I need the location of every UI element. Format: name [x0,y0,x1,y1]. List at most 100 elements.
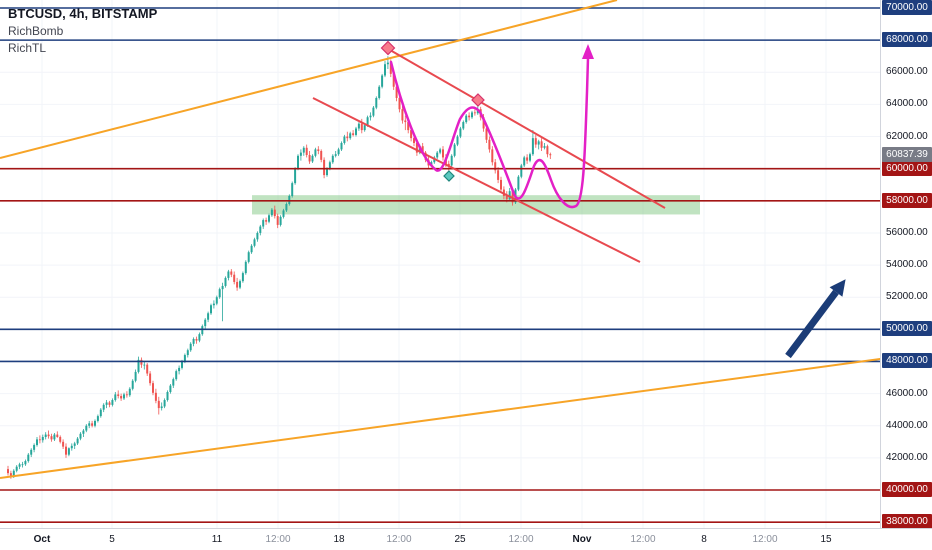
candle-body [82,430,85,434]
candle-body [326,168,328,176]
wedge-top-red[interactable] [389,49,666,209]
indicator-richbomb[interactable]: RichBomb [8,24,64,39]
candle-body [378,86,381,98]
candle-body [282,210,285,217]
candle-body [117,394,120,397]
price-level-label-48000.00[interactable]: 48000.00 [882,353,932,369]
candle-body [105,402,108,405]
candle-body [131,380,134,389]
candle-body [128,388,131,396]
candle-body [517,176,520,190]
candle-body [317,149,320,151]
candle-body [288,195,291,205]
candle-body [346,136,349,139]
candle-body [15,466,18,471]
candle-body [450,155,453,166]
symbol-title[interactable]: BTCUSD, 4h, BITSTAMP [8,6,158,21]
candle-body [500,179,502,190]
price-tick-label: 54000.00 [886,259,928,271]
candle-body [221,285,224,290]
candle-body [183,355,186,362]
candle-body [30,449,33,455]
candle-body [415,142,418,153]
candle-body [436,152,439,158]
time-tick-label-25: 25 [454,534,466,545]
price-axis[interactable]: 66000.00 64000.00 62000.00 56000.00 54000.00… [880,0,932,530]
candle-body [166,392,169,401]
candle-body [123,394,125,399]
candle-body [291,183,294,196]
candle-body [407,122,410,131]
channel-top-orange[interactable] [0,0,618,159]
price-level-label-40000.00[interactable]: 40000.00 [882,482,932,497]
last-price-label[interactable]: 60837.39 [882,147,932,163]
candle-body [543,146,546,148]
price-tick-label: 66000.00 [886,66,928,78]
wedge-bottom-red[interactable] [312,97,641,263]
candle-body [152,383,154,393]
candle-body [172,379,175,386]
candle-body [96,416,99,421]
price-level-label-50000.00[interactable]: 50000.00 [882,321,932,337]
peak-diamond-2-icon[interactable] [471,93,485,107]
candle-body [62,441,65,447]
candle-body [67,448,70,455]
price-level-label-70000.00[interactable]: 70000.00 [882,0,932,15]
candle-body [73,443,76,446]
candle-body [244,261,247,274]
candle-body [366,117,369,126]
candle-body [381,75,384,87]
candle-body [456,136,459,145]
candle-body [526,157,529,161]
candle-body [453,144,456,156]
candle-body [215,297,218,304]
time-tick-label-12:00: 12:00 [386,534,412,545]
low-diamond-icon[interactable] [443,170,455,182]
blue-arrow-shaft[interactable] [785,289,839,359]
candle-body [195,338,198,341]
candle-body [169,385,172,393]
peak-diamond-1-icon[interactable] [380,40,396,56]
price-tick-label: 62000.00 [886,130,928,142]
candle-body [146,364,149,374]
candle-body [343,136,346,143]
candle-body [99,409,102,417]
candle-body [38,439,41,441]
support-zone[interactable] [252,195,700,215]
candle-body [9,473,12,477]
candle-body [210,305,212,314]
candle-body [181,361,183,368]
candle-body [285,204,288,211]
candle-body [375,97,378,108]
candle-body [241,273,244,282]
time-tick-label-12:00: 12:00 [630,534,656,545]
candle-body [372,107,375,116]
candle-body [549,154,552,156]
candle-body [218,289,221,298]
candle-body [36,439,38,446]
projection-path[interactable] [389,56,590,209]
candle-body [259,226,262,233]
candle-body [160,406,163,409]
candle-body [279,216,282,225]
channel-bottom-orange[interactable] [0,351,932,479]
price-level-label-38000.00[interactable]: 38000.00 [882,514,932,530]
time-tick-label-11: 11 [211,534,223,545]
candle-body [262,220,265,227]
indicator-richtl[interactable]: RichTL [8,41,47,56]
candle-body [270,209,273,216]
price-level-label-58000.00[interactable]: 58000.00 [882,192,932,208]
candle-body [157,400,160,409]
candle-body [114,394,117,401]
price-level-label-68000.00[interactable]: 68000.00 [882,32,932,48]
candle-body [401,109,404,121]
candle-body [534,138,537,145]
candle-body [47,434,50,437]
candle-body [511,191,514,203]
time-axis[interactable]: Oct 5 11 12:00 18 12:00 25 12:00 Nov 12:00 8 12:00 1… [0,528,932,550]
candle-body [12,470,15,477]
price-level-label-60000.00[interactable]: 60000.00 [882,160,932,176]
candle-body [369,115,372,118]
candle-body [340,142,343,150]
